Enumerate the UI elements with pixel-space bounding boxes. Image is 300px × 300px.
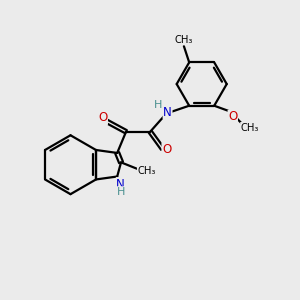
Text: CH₃: CH₃ — [137, 166, 156, 176]
Text: N: N — [116, 178, 125, 191]
Text: H: H — [154, 100, 162, 110]
Text: O: O — [98, 111, 107, 124]
Text: CH₃: CH₃ — [241, 122, 259, 133]
Text: CH₃: CH₃ — [175, 35, 193, 45]
Text: O: O — [162, 143, 171, 156]
Text: O: O — [228, 110, 237, 123]
Text: N: N — [163, 106, 172, 118]
Text: H: H — [116, 187, 125, 197]
